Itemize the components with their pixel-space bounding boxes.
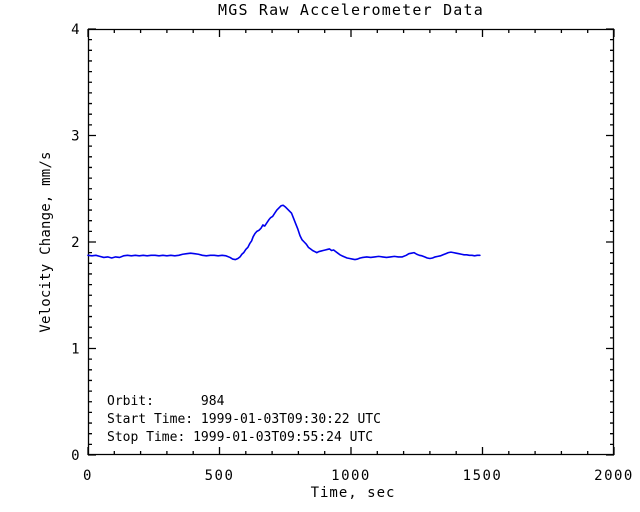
y-tick-label: 4 (71, 22, 81, 38)
tick-marks (87, 28, 615, 456)
annotation-orbit: Orbit: 984 (107, 394, 225, 409)
chart-title: MGS Raw Accelerometer Data (218, 1, 484, 19)
axis-tick-labels: 0 500 1000 1500 2000 0 1 2 3 4 (71, 22, 634, 484)
x-tick-label: 1000 (331, 468, 371, 484)
y-tick-label: 1 (71, 342, 81, 358)
y-axis-label: Velocity Change, mm/s (38, 151, 54, 332)
data-series (87, 204, 481, 261)
plot-frame (87, 28, 615, 456)
y-tick-label: 2 (71, 235, 81, 251)
y-tick-label: 0 (71, 448, 81, 464)
annotation-block: Orbit: 984 Start Time: 1999-01-03T09:30:… (107, 394, 381, 445)
x-axis-label: Time, sec (311, 485, 396, 501)
x-tick-label: 0 (83, 468, 93, 484)
y-tick-label: 3 (71, 129, 81, 145)
x-tick-label: 500 (205, 468, 235, 484)
annotation-stop-time: Stop Time: 1999-01-03T09:55:24 UTC (107, 430, 373, 445)
axis-ticks (87, 28, 615, 456)
annotation-start-time: Start Time: 1999-01-03T09:30:22 UTC (107, 412, 381, 427)
x-tick-label: 1500 (463, 468, 503, 484)
x-tick-label: 2000 (594, 468, 634, 484)
velocity-change-line (87, 204, 481, 261)
